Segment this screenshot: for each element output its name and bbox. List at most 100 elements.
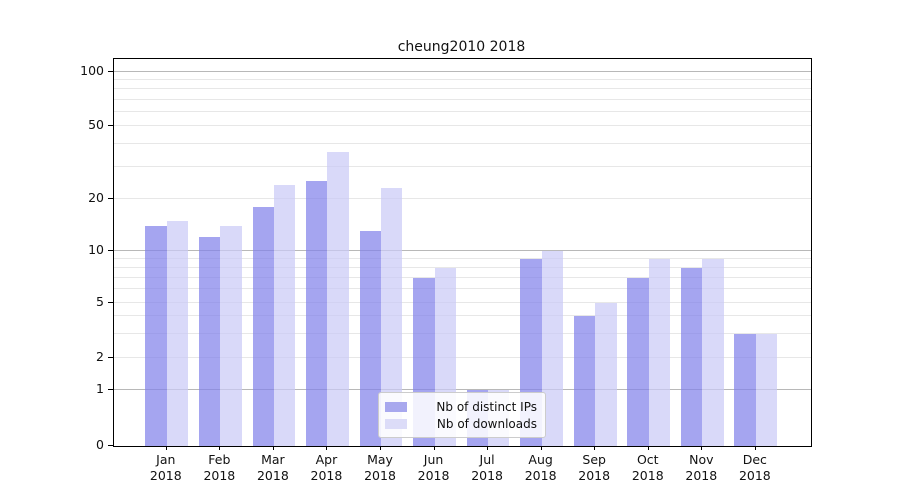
bar-downloads-may <box>381 187 403 446</box>
x-tick-label-may: May 2018 <box>345 452 415 484</box>
gridline-minor-7 <box>114 276 811 278</box>
x-tick-label-mar: Mar 2018 <box>238 452 308 484</box>
x-tick-month-jan: Jan <box>156 452 176 467</box>
y-tick-label-5: 5 <box>96 294 104 309</box>
y-tick-label-20: 20 <box>88 190 104 206</box>
x-tick-mark-feb <box>219 446 221 450</box>
chart-title: cheung2010 2018 <box>397 39 526 55</box>
bar-downloads-sep <box>595 303 617 446</box>
bar-downloads-jan <box>166 220 189 446</box>
bar-distinct-ips-apr <box>306 181 328 446</box>
x-tick-mark-apr <box>326 446 328 450</box>
x-tick-mark-jun <box>433 446 435 450</box>
x-tick-label-feb: Feb 2018 <box>184 452 254 484</box>
x-tick-mark-may <box>380 446 381 450</box>
gridline-minor-80 <box>114 88 811 90</box>
y-tick-label-100: 100 <box>80 63 104 78</box>
x-tick-year-oct: 2018 <box>631 468 664 483</box>
bar-downloads-dec <box>755 333 778 446</box>
gridline-major-100 <box>114 71 811 73</box>
x-tick-label-jul: Jul 2018 <box>452 452 522 484</box>
x-tick-year-mar: 2018 <box>256 468 289 483</box>
gridline-minor-70 <box>114 98 811 100</box>
x-tick-mark-oct <box>647 446 649 450</box>
gridline-minor-5 <box>114 302 811 304</box>
x-tick-label-jan: Jan 2018 <box>131 452 201 484</box>
bar-distinct-ips-jan <box>145 225 167 446</box>
x-tick-year-jun: 2018 <box>417 468 450 483</box>
bar-distinct-ips-nov <box>680 267 703 446</box>
x-tick-mark-aug <box>540 446 542 450</box>
bar-distinct-ips-feb <box>198 237 221 446</box>
x-tick-month-jul: Jul <box>479 452 495 467</box>
legend-label-distinct-ips: Nb of distinct IPs <box>436 399 537 414</box>
gridline-minor-30 <box>114 165 811 167</box>
bar-downloads-oct <box>648 258 671 446</box>
gridline-minor-20 <box>114 198 811 200</box>
bar-distinct-ips-oct <box>627 277 649 446</box>
x-tick-year-feb: 2018 <box>203 468 236 483</box>
gridline-minor-90 <box>114 79 811 81</box>
x-tick-month-oct: Oct <box>636 452 659 467</box>
x-tick-month-dec: Dec <box>742 452 767 467</box>
x-tick-month-feb: Feb <box>208 452 231 467</box>
gridline-minor-3 <box>114 332 811 334</box>
y-tick-mark-5 <box>108 302 113 303</box>
legend-entry-distinct-ips: Nb of distinct IPs <box>385 398 537 415</box>
x-tick-label-dec: Dec 2018 <box>720 452 790 484</box>
bar-downloads-nov <box>702 258 724 446</box>
bar-downloads-aug <box>541 251 564 446</box>
x-tick-mark-mar <box>272 446 274 450</box>
bar-distinct-ips-dec <box>734 333 756 446</box>
plot-area: Nb of distinct IPs Nb of downloads <box>113 58 812 447</box>
gridline-minor-8 <box>114 266 811 268</box>
y-tick-mark-100 <box>108 71 113 72</box>
gridline-minor-40 <box>114 142 811 144</box>
x-tick-year-jul: 2018 <box>471 468 503 483</box>
gridline-major-1 <box>114 389 811 391</box>
gridline-minor-60 <box>114 110 811 112</box>
x-tick-label-jun: Jun 2018 <box>399 452 469 484</box>
x-tick-year-aug: 2018 <box>524 468 557 483</box>
legend-entry-downloads: Nb of downloads <box>385 415 537 432</box>
y-tick-mark-10 <box>108 249 113 251</box>
x-tick-label-sep: Sep 2018 <box>559 452 629 484</box>
y-tick-mark-50 <box>108 124 113 126</box>
legend-label-downloads: Nb of downloads <box>436 416 537 431</box>
x-tick-month-aug: Aug <box>528 452 553 467</box>
gridline-minor-50 <box>114 125 811 126</box>
x-tick-year-apr: 2018 <box>310 468 343 483</box>
x-tick-year-nov: 2018 <box>685 468 718 483</box>
gridline-minor-6 <box>114 288 811 290</box>
x-tick-year-may: 2018 <box>364 468 396 483</box>
x-tick-mark-dec <box>754 446 756 450</box>
x-tick-month-may: May <box>367 452 393 467</box>
y-tick-label-10: 10 <box>88 241 104 257</box>
x-tick-month-jun: Jun <box>423 452 444 467</box>
x-tick-label-oct: Oct 2018 <box>613 452 683 484</box>
x-tick-year-sep: 2018 <box>578 468 611 483</box>
x-tick-mark-sep <box>594 446 596 450</box>
bar-distinct-ips-sep <box>573 316 596 446</box>
bar-distinct-ips-mar <box>252 206 274 446</box>
x-tick-mark-nov <box>701 446 703 450</box>
y-tick-mark-0 <box>108 445 113 446</box>
x-tick-label-nov: Nov 2018 <box>666 452 736 484</box>
gridline-minor-9 <box>114 257 811 259</box>
x-tick-year-dec: 2018 <box>738 468 771 483</box>
y-tick-mark-20 <box>108 198 113 200</box>
bar-distinct-ips-may <box>359 231 381 446</box>
x-tick-month-mar: Mar <box>261 452 285 467</box>
gridline-minor-4 <box>114 315 811 317</box>
gridline-major-10 <box>114 250 811 251</box>
x-tick-month-sep: Sep <box>582 452 606 467</box>
legend-swatch-distinct-ips-icon <box>385 401 407 412</box>
x-tick-label-apr: Apr 2018 <box>291 452 361 484</box>
legend-swatch-downloads-icon <box>385 418 407 429</box>
x-tick-month-apr: Apr <box>315 452 338 467</box>
y-tick-mark-2 <box>108 356 113 358</box>
x-tick-mark-jan <box>165 446 167 450</box>
x-tick-month-nov: Nov <box>689 452 714 467</box>
x-tick-label-aug: Aug 2018 <box>506 452 576 484</box>
